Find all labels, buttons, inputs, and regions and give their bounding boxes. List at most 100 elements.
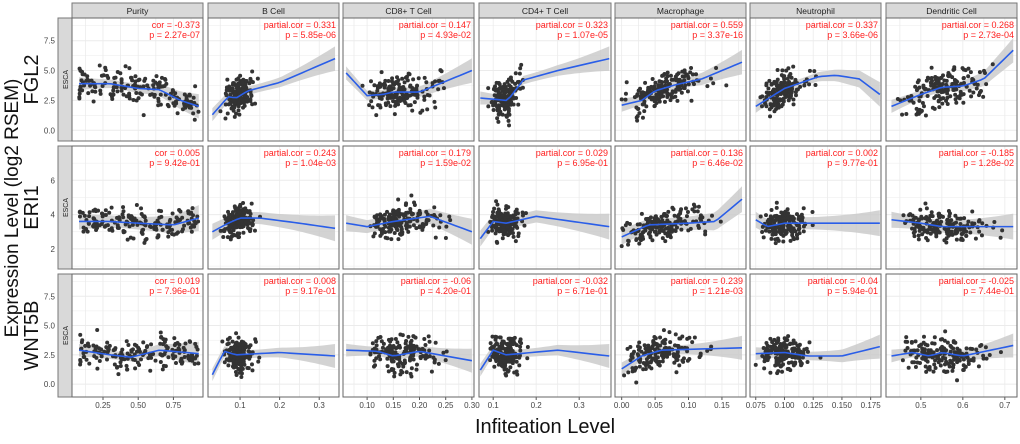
data-point (411, 87, 416, 92)
data-point (654, 92, 659, 97)
data-point (120, 212, 125, 217)
data-point (513, 71, 518, 76)
data-point (644, 104, 649, 109)
data-point (639, 211, 644, 216)
data-point (507, 112, 512, 117)
data-point (221, 235, 226, 240)
data-point (119, 88, 124, 93)
data-point (494, 335, 499, 340)
data-point (392, 112, 397, 117)
data-point (652, 220, 657, 225)
data-point (690, 340, 695, 345)
data-point (619, 97, 624, 102)
data-point (506, 106, 511, 111)
data-point (915, 348, 920, 353)
x-tick-label: 0.30 (464, 401, 480, 410)
data-point (236, 223, 241, 228)
data-point (654, 342, 659, 347)
data-point (246, 344, 251, 349)
panel-border (749, 17, 882, 142)
data-point (381, 341, 386, 346)
panel-background (72, 274, 203, 397)
data-point (921, 83, 926, 88)
data-point (518, 348, 523, 353)
data-point (911, 230, 916, 235)
column-label: Macrophage (657, 6, 705, 16)
data-point (682, 78, 687, 83)
data-point (761, 346, 766, 351)
data-point (418, 356, 423, 361)
data-point (937, 220, 942, 225)
data-point (372, 83, 377, 88)
data-point (937, 230, 942, 235)
data-point (909, 340, 914, 345)
data-point (791, 338, 796, 343)
data-point (916, 237, 921, 242)
data-point (788, 72, 793, 77)
data-point (710, 213, 715, 218)
data-point (256, 359, 261, 364)
data-point (518, 337, 523, 342)
data-point (667, 351, 672, 356)
data-point (653, 352, 658, 357)
data-point (939, 96, 944, 101)
data-point (187, 221, 192, 226)
data-point (385, 236, 390, 241)
data-point (123, 222, 128, 227)
data-point (961, 80, 966, 85)
data-point (653, 229, 658, 234)
panel-background (615, 274, 746, 397)
data-point (948, 230, 953, 235)
data-point (376, 335, 381, 340)
data-point (175, 111, 180, 116)
correlation-label: partial.cor = -0.032 (533, 276, 608, 286)
data-point (773, 237, 778, 242)
data-point (433, 340, 438, 345)
data-point (951, 346, 956, 351)
data-point (125, 367, 130, 372)
data-point (936, 89, 941, 94)
data-point (519, 341, 524, 346)
data-point (507, 357, 512, 362)
p-value-label: p = 2.27e-07 (149, 30, 200, 40)
data-point (773, 231, 778, 236)
correlation-label: partial.cor = 0.268 (942, 20, 1014, 30)
data-point (235, 206, 240, 211)
data-point (955, 378, 960, 383)
data-point (183, 341, 188, 346)
data-point (971, 90, 976, 95)
data-point (663, 353, 668, 358)
data-point (923, 87, 928, 92)
data-point (126, 343, 131, 348)
data-point (781, 355, 786, 360)
data-point (793, 361, 798, 366)
data-point (404, 74, 409, 79)
data-point (959, 237, 964, 242)
data-point (237, 370, 242, 375)
data-point (935, 348, 940, 353)
x-tick-label: 0.00 (614, 401, 630, 410)
data-point (396, 237, 401, 242)
data-point (129, 348, 134, 353)
data-point (960, 231, 965, 236)
data-point (663, 239, 668, 244)
fit-line (345, 69, 473, 97)
data-point (638, 86, 643, 91)
data-point (490, 100, 495, 105)
data-point (141, 214, 146, 219)
data-point (805, 360, 810, 365)
data-point (396, 197, 401, 202)
data-point (514, 359, 519, 364)
data-point (388, 222, 393, 227)
data-point (389, 237, 394, 242)
data-point (682, 68, 687, 73)
data-point (660, 236, 665, 241)
data-point (511, 357, 516, 362)
data-point (237, 346, 242, 351)
correlation-label: partial.cor = 0.008 (264, 276, 336, 286)
data-point (921, 340, 926, 345)
data-point (391, 208, 396, 213)
fit-line (621, 61, 743, 106)
data-point (391, 86, 396, 91)
data-point (166, 355, 171, 360)
